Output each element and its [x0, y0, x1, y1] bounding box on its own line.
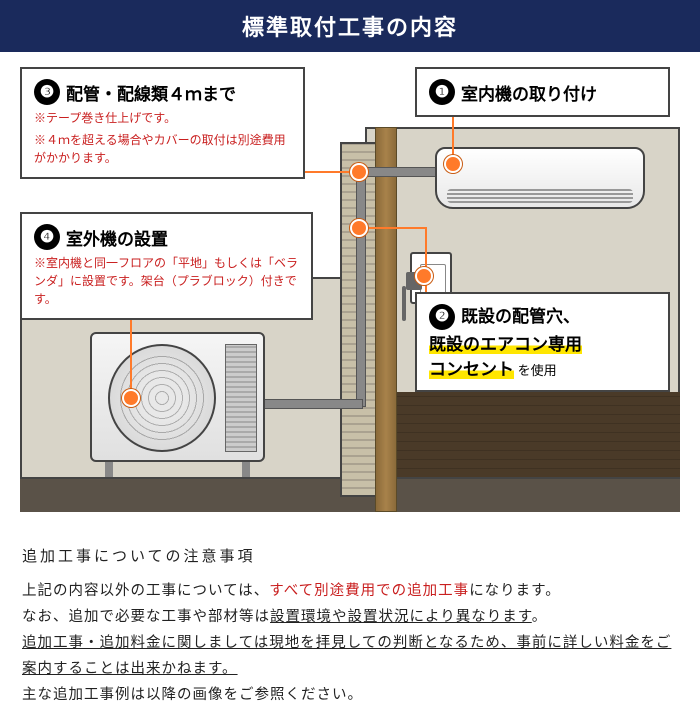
number-badge: ❶ [429, 79, 455, 105]
number-badge: ❷ [429, 304, 455, 330]
callout-text: 配管・配線類４ｍまで [66, 80, 236, 105]
number-badge: ❹ [34, 224, 60, 250]
text: になります。 [469, 583, 561, 599]
callout-1: ❶室内機の取り付け [415, 67, 670, 117]
footer-line: 追加工事・追加料金に関しましては現地を拝見しての判断となるため、事前に詳しい料金… [22, 630, 678, 682]
marker-icon [350, 219, 368, 237]
callout-title: ❶室内機の取り付け [429, 79, 656, 105]
callout-text: 室内機の取り付け [461, 80, 597, 105]
diagram: ❶室内機の取り付け ❸配管・配線類４ｍまで ※テープ巻き仕上げです。 ※４ｍを超… [0, 52, 700, 527]
callout-text: 室外機の設置 [66, 225, 168, 250]
callout-note: ※室内機と同一フロアの「平地」もしくは「ベランダ」に設置です。架台（プラブロック… [34, 254, 299, 308]
text: 上記の内容以外の工事については、 [22, 583, 269, 599]
pillar [375, 127, 397, 512]
marker-icon [122, 389, 140, 407]
pipe [263, 399, 363, 409]
callout-text: 既設の配管穴、 [461, 305, 580, 329]
floor-grain [365, 392, 680, 477]
callout-4: ❹室外機の設置 ※室内機と同一フロアの「平地」もしくは「ベランダ」に設置です。架… [20, 212, 313, 320]
outdoor-unit [90, 332, 265, 477]
scene: ❶室内機の取り付け ❸配管・配線類４ｍまで ※テープ巻き仕上げです。 ※４ｍを超… [20, 67, 680, 512]
callout-title: ❷ 既設の配管穴、 [429, 304, 656, 330]
highlight-text: コンセント [429, 360, 514, 379]
callout-note: ※テープ巻き仕上げです。 [34, 109, 291, 127]
header: 標準取付工事の内容 [0, 0, 700, 52]
indoor-unit [435, 147, 645, 209]
footer-line: なお、追加で必要な工事や部材等は設置環境や設置状況により異なります。 [22, 604, 678, 630]
header-title: 標準取付工事の内容 [242, 15, 458, 40]
callout-2: ❷ 既設の配管穴、 既設のエアコン専用 コンセント を使用 [415, 292, 670, 392]
red-text: すべて別途費用での追加工事 [269, 583, 469, 599]
footer-line: 上記の内容以外の工事については、すべて別途費用での追加工事になります。 [22, 578, 678, 604]
footer-title: 追加工事についての注意事項 [22, 543, 678, 570]
leader-line [130, 317, 132, 397]
callout-text: 既設のエアコン専用 [429, 330, 656, 355]
callout-text: コンセント を使用 [429, 355, 656, 380]
marker-icon [415, 267, 433, 285]
outdoor-side-vent [225, 344, 257, 452]
cord [402, 286, 406, 321]
pipe [356, 167, 366, 407]
marker-icon [444, 155, 462, 173]
text: 。 [532, 609, 548, 625]
text: なお、追加で必要な工事や部材等は [22, 609, 270, 625]
callout-suffix: を使用 [514, 363, 557, 378]
callout-title: ❸配管・配線類４ｍまで [34, 79, 291, 105]
footer: 追加工事についての注意事項 上記の内容以外の工事については、すべて別途費用での追… [0, 527, 700, 724]
outdoor-feet [105, 462, 250, 477]
footer-line: 主な追加工事例は以降の画像をご参照ください。 [22, 682, 678, 708]
callout-3: ❸配管・配線類４ｍまで ※テープ巻き仕上げです。 ※４ｍを超える場合やカバーの取… [20, 67, 305, 179]
highlight-text: 既設のエアコン専用 [429, 335, 582, 354]
callout-title: ❹室外機の設置 [34, 224, 299, 250]
indoor-unit-vent [447, 189, 633, 203]
number-badge: ❸ [34, 79, 60, 105]
leader-line [360, 227, 427, 229]
underline-text: 設置環境や設置状況により異なります [270, 609, 532, 625]
pipe [360, 167, 438, 177]
callout-note: ※４ｍを超える場合やカバーの取付は別途費用がかかります。 [34, 131, 291, 167]
marker-icon [350, 163, 368, 181]
